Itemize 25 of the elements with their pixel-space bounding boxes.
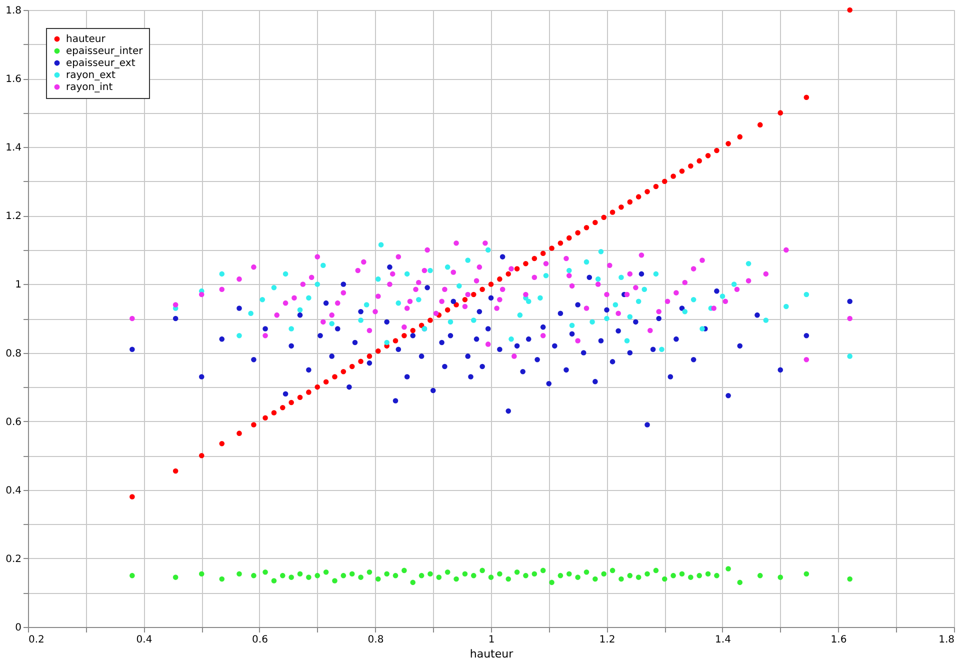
x-tick-label: 1 [488,634,495,646]
y-tick-label: 1.8 [6,6,22,16]
y-tick-label: 0.2 [6,554,22,565]
legend-label: epaisseur_ext [66,58,136,69]
x-tick-label: 0.6 [252,634,268,646]
legend-label: epaisseur_inter [66,46,144,57]
x-axis-title: hauteur [470,648,514,660]
y-tick-label: 0.4 [6,485,22,496]
y-tick-label: 0.8 [6,348,22,360]
x-tick-label: 0.8 [368,634,384,646]
x-tick-label: 1.6 [830,634,847,646]
x-tick-label: 0.2 [28,634,44,646]
legend-label: rayon_int [66,82,113,93]
x-tick-label: 0.4 [136,634,152,646]
x-tick-label: 1.4 [715,634,731,646]
y-tick-label: 0 [15,622,22,634]
legend-label: rayon_ext [66,70,116,81]
y-tick-label: 1.6 [6,74,22,86]
y-tick-label: 1.2 [6,211,22,222]
legend-label: hauteur [66,34,106,45]
y-tick-label: 0.6 [6,416,22,428]
x-tick-label: 1.8 [938,634,954,646]
y-tick-label: 1 [15,280,22,291]
x-tick-label: 1.2 [599,634,616,646]
y-tick-label: 1.4 [6,142,22,154]
